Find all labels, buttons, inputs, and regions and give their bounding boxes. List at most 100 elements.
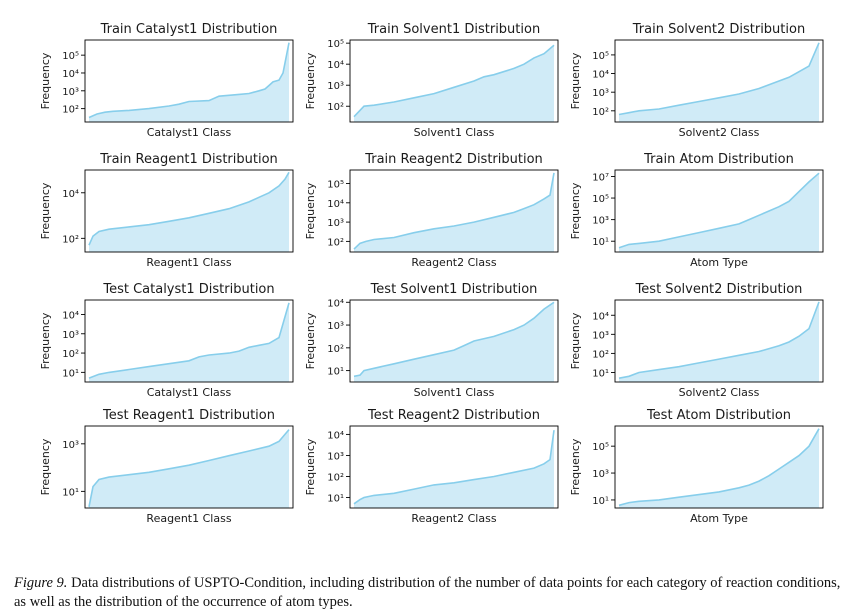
distribution-line	[353, 44, 555, 118]
chart-panel-8: Test Solvent1 Distribution 10¹ 10² 10³ 10⁴ So…	[304, 282, 559, 399]
y-tick-label: 10³	[62, 87, 79, 98]
x-axis-label: Reagent1 Class	[146, 256, 231, 269]
distribution-line	[618, 172, 820, 249]
y-tick-label: 10⁴	[62, 189, 79, 200]
y-tick-label: 10⁴	[62, 69, 79, 80]
y-tick-label: 10²	[327, 344, 344, 355]
y-axis-label: Frequency	[569, 312, 582, 369]
y-tick-label: 10¹	[592, 496, 609, 507]
y-tick-label: 10⁴	[327, 60, 344, 71]
chart-panel-5: Train Reagent2 Distribution 10² 10³ 10⁴ 10⁵ R…	[304, 152, 559, 269]
chart-title: Train Solvent1 Distribution	[367, 22, 540, 37]
distribution-area	[619, 301, 819, 382]
distribution-line	[353, 301, 555, 378]
y-tick-label: 10²	[62, 234, 79, 245]
distribution-line	[88, 429, 290, 507]
y-tick-label: 10⁵	[62, 51, 79, 62]
distribution-line	[88, 42, 290, 119]
chart-panel-6: Train Atom Distribution 10¹ 10³ 10⁵ 10⁷ Atom …	[569, 152, 824, 269]
y-tick-label: 10²	[592, 349, 609, 360]
chart-panel-9: Test Solvent2 Distribution 10¹ 10² 10³ 10⁴ So…	[569, 282, 824, 399]
plot-frame	[84, 39, 294, 123]
y-axis-label: Frequency	[304, 52, 317, 109]
y-tick-label: 10⁵	[327, 180, 344, 191]
distribution-line	[88, 302, 290, 379]
y-tick-label: 10²	[592, 107, 609, 118]
x-axis-label: Atom Type	[690, 256, 748, 269]
x-axis-label: Solvent2 Class	[679, 386, 760, 399]
y-tick-label: 10³	[592, 469, 609, 480]
chart-title: Test Catalyst1 Distribution	[102, 282, 274, 297]
distribution-area	[89, 302, 289, 382]
y-tick-label: 10⁴	[592, 70, 609, 81]
plot-frame	[349, 299, 559, 383]
chart-title: Train Catalyst1 Distribution	[100, 22, 278, 37]
y-axis-label: Frequency	[39, 52, 52, 109]
distribution-area	[89, 429, 289, 508]
y-tick-label: 10³	[327, 321, 344, 332]
y-tick-label: 10³	[592, 88, 609, 99]
plot-frame	[614, 299, 824, 383]
chart-panel-10: Test Reagent1 Distribution 10¹ 10³ Reagent1…	[39, 408, 294, 525]
y-tick-label: 10³	[592, 330, 609, 341]
plot-frame	[614, 169, 824, 253]
y-tick-label: 10⁴	[62, 310, 79, 321]
distribution-chart-grid: Train Catalyst1 Distribution 10² 10³ 10⁴ 10⁵…	[39, 22, 824, 525]
x-axis-label: Reagent2 Class	[411, 512, 496, 525]
x-axis-label: Reagent1 Class	[146, 512, 231, 525]
x-axis-label: Catalyst1 Class	[147, 126, 232, 139]
chart-title: Test Atom Distribution	[646, 408, 791, 423]
distribution-area	[619, 428, 819, 508]
chart-panel-2: Train Solvent1 Distribution 10² 10³ 10⁴ 10⁵ S…	[304, 22, 559, 139]
distribution-area	[619, 173, 819, 252]
chart-panel-7: Test Catalyst1 Distribution 10¹ 10² 10³ 10⁴ C…	[39, 282, 294, 399]
y-tick-label: 10²	[62, 105, 79, 116]
distribution-line	[618, 42, 820, 116]
y-axis-label: Frequency	[304, 182, 317, 239]
chart-panel-12: Test Atom Distribution 10¹ 10³ 10⁵ Atom Type…	[569, 408, 824, 525]
y-axis-label: Frequency	[304, 312, 317, 369]
caption-text: Data distributions of USPTO-Condition, i…	[14, 575, 841, 610]
distribution-area	[619, 42, 819, 122]
y-tick-label: 10¹	[592, 237, 609, 248]
distribution-line	[353, 172, 555, 250]
chart-title: Train Atom Distribution	[643, 152, 794, 167]
plot-frame	[349, 39, 559, 123]
chart-title: Train Reagent2 Distribution	[364, 152, 543, 167]
distribution-area	[354, 172, 554, 252]
y-tick-label: 10¹	[62, 487, 79, 498]
x-axis-label: Reagent2 Class	[411, 256, 496, 269]
distribution-area	[354, 430, 554, 508]
distribution-area	[354, 45, 554, 122]
y-tick-label: 10³	[62, 440, 79, 451]
y-axis-label: Frequency	[569, 438, 582, 495]
x-axis-label: Catalyst1 Class	[147, 386, 232, 399]
plot-frame	[614, 425, 824, 509]
figure-label: Figure 9.	[14, 575, 68, 591]
distribution-line	[353, 430, 555, 505]
distribution-area	[89, 172, 289, 252]
y-tick-label: 10¹	[327, 493, 344, 504]
y-axis-label: Frequency	[304, 438, 317, 495]
x-axis-label: Solvent2 Class	[679, 126, 760, 139]
y-tick-label: 10²	[327, 237, 344, 248]
y-tick-label: 10⁴	[592, 311, 609, 322]
y-tick-label: 10²	[327, 472, 344, 483]
y-tick-label: 10⁴	[327, 430, 344, 441]
y-axis-label: Frequency	[569, 182, 582, 239]
distribution-line	[88, 171, 290, 246]
plot-frame	[84, 169, 294, 253]
chart-title: Test Solvent2 Distribution	[635, 282, 803, 297]
y-tick-label: 10³	[592, 216, 609, 227]
y-tick-label: 10⁵	[592, 442, 609, 453]
y-tick-label: 10¹	[62, 368, 79, 379]
x-axis-label: Solvent1 Class	[414, 386, 495, 399]
plot-frame	[84, 425, 294, 509]
chart-panel-4: Train Reagent1 Distribution 10² 10⁴ Reagent…	[39, 152, 294, 269]
y-axis-label: Frequency	[569, 52, 582, 109]
y-tick-label: 10¹	[327, 367, 344, 378]
figure-caption: Figure 9. Data distributions of USPTO-Co…	[14, 574, 854, 612]
chart-panel-3: Train Solvent2 Distribution 10² 10³ 10⁴ 10⁵ S…	[569, 22, 824, 139]
chart-title: Train Solvent2 Distribution	[632, 22, 805, 37]
y-tick-label: 10⁴	[327, 199, 344, 210]
